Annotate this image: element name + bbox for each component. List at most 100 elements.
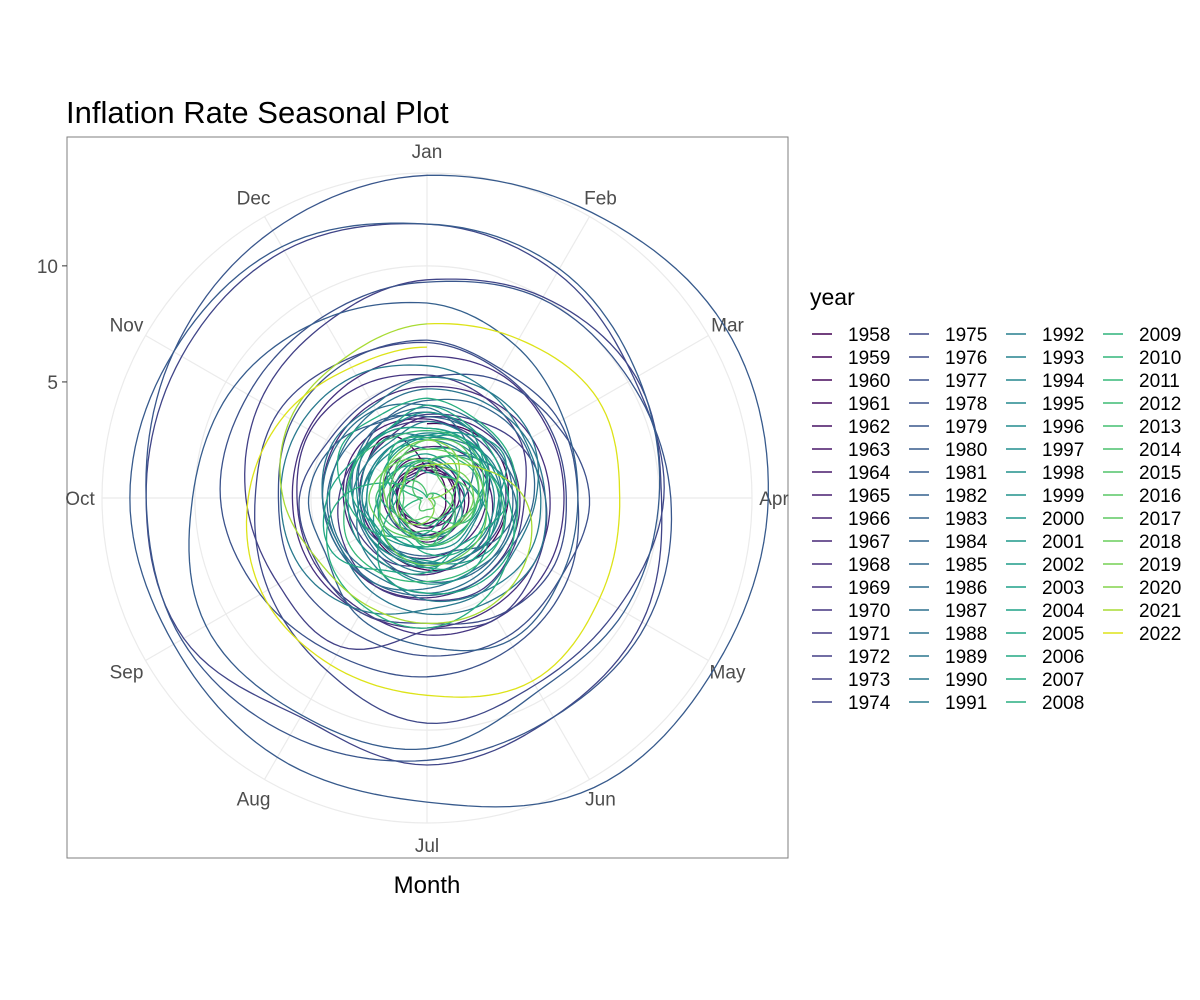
radial-ticks: 5 10	[37, 257, 67, 394]
series-line-2001	[372, 411, 507, 565]
legend-label: 1971	[848, 624, 890, 645]
grid-spoke	[263, 497, 428, 780]
legend-label: 2019	[1139, 555, 1181, 576]
series-line-1970	[296, 355, 565, 636]
legend-label: 1970	[848, 601, 890, 622]
legend-label: 1988	[945, 624, 987, 645]
legend-label: 1961	[848, 394, 890, 415]
legend-label: 1981	[945, 463, 987, 484]
legend-label: 2013	[1139, 417, 1181, 438]
legend-label: 1982	[945, 486, 987, 507]
legend-label: 1994	[1042, 371, 1085, 392]
legend-label: 1960	[848, 371, 890, 392]
grid-spoke	[145, 497, 428, 662]
legend-label: 1998	[1042, 463, 1084, 484]
month-label: Jan	[412, 142, 443, 163]
series-line-1978	[219, 281, 580, 678]
legend-label: 1972	[848, 647, 890, 668]
legend-label: 2021	[1139, 601, 1181, 622]
legend-label: 2001	[1042, 532, 1084, 553]
legend-label: 1993	[1042, 348, 1084, 369]
series-line-2016	[389, 439, 454, 521]
grid-spoke	[426, 334, 709, 499]
legend-label: 2014	[1139, 440, 1182, 461]
legend-label: 2009	[1139, 325, 1181, 346]
legend-label: 1967	[848, 532, 890, 553]
month-label: Dec	[237, 188, 271, 209]
series-line-2022	[245, 322, 621, 698]
legend: year 19581959196019611962196319641965196…	[810, 284, 1182, 714]
legend-label: 1980	[945, 440, 987, 461]
legend-label: 2007	[1042, 670, 1084, 691]
legend-label: 1959	[848, 348, 890, 369]
series-line-1984	[326, 398, 536, 597]
series-line-1981	[188, 223, 661, 751]
legend-label: 2008	[1042, 693, 1084, 714]
series-line-1980	[129, 174, 769, 808]
legend-label: 2011	[1139, 371, 1180, 392]
series-line-1982	[307, 302, 579, 652]
chart-title: Inflation Rate Seasonal Plot	[66, 95, 449, 130]
series-line-1974	[145, 223, 663, 766]
series-line-2010	[398, 436, 480, 527]
month-label: May	[710, 663, 746, 684]
legend-label: 1975	[945, 325, 987, 346]
series-line-1990	[280, 364, 540, 615]
series-line-2020	[396, 439, 461, 526]
legend-label: 1977	[945, 371, 987, 392]
legend-label: 2004	[1042, 601, 1085, 622]
month-label: Apr	[759, 489, 789, 510]
legend-label: 2017	[1139, 509, 1181, 530]
legend-label: 1985	[945, 555, 987, 576]
x-axis-title: Month	[394, 872, 461, 899]
legend-label: 2020	[1139, 578, 1181, 599]
legend-label: 1976	[945, 348, 987, 369]
legend-label: 1962	[848, 417, 890, 438]
grid-spoke	[145, 334, 428, 499]
legend-label: 1987	[945, 601, 987, 622]
legend-label: 1969	[848, 578, 890, 599]
legend-label: 2005	[1042, 624, 1084, 645]
legend-label: 1991	[945, 693, 987, 714]
legend-label: 2002	[1042, 555, 1084, 576]
series-line-2019	[382, 439, 475, 541]
series-line-2005	[322, 404, 509, 575]
month-label: Aug	[237, 790, 271, 811]
series-line-2018	[368, 448, 488, 567]
series-line-2012	[375, 430, 485, 534]
legend-label: 1978	[945, 394, 987, 415]
legend-label: 2000	[1042, 509, 1084, 530]
series-line-2015	[412, 464, 436, 512]
legend-label: 1963	[848, 440, 890, 461]
legend-label: 1964	[848, 463, 891, 484]
legend-label: 2003	[1042, 578, 1084, 599]
series-line-1989	[321, 376, 547, 616]
series-line-2007	[336, 397, 489, 557]
legend-label: 1995	[1042, 394, 1084, 415]
legend-label: 1966	[848, 509, 890, 530]
month-labels: Jan Feb Mar Apr May Jun Jul Aug Sep Oct Nov Dec	[65, 142, 789, 857]
legend-label: 2016	[1139, 486, 1181, 507]
legend-label: 1989	[945, 647, 987, 668]
legend-label: 2022	[1139, 624, 1181, 645]
legend-label: 1974	[848, 693, 891, 714]
legend-label: 1990	[945, 670, 987, 691]
grid-spoke	[426, 497, 591, 780]
grid-spoke	[426, 216, 591, 499]
legend-label: 1986	[945, 578, 987, 599]
legend-label: 1984	[945, 532, 988, 553]
legend-label: 1997	[1042, 440, 1084, 461]
legend-items: 1958195919601961196219631964196519661967…	[812, 325, 1182, 714]
month-label: Mar	[711, 316, 744, 337]
legend-label: 1968	[848, 555, 890, 576]
radial-tick-label: 5	[47, 373, 58, 394]
month-label: Jul	[415, 836, 439, 857]
legend-title: year	[810, 284, 855, 310]
legend-label: 1979	[945, 417, 987, 438]
series-line-1975	[254, 223, 665, 725]
legend-label: 2015	[1139, 463, 1181, 484]
legend-label: 2010	[1139, 348, 1181, 369]
legend-label: 2018	[1139, 532, 1181, 553]
legend-label: 1992	[1042, 325, 1084, 346]
